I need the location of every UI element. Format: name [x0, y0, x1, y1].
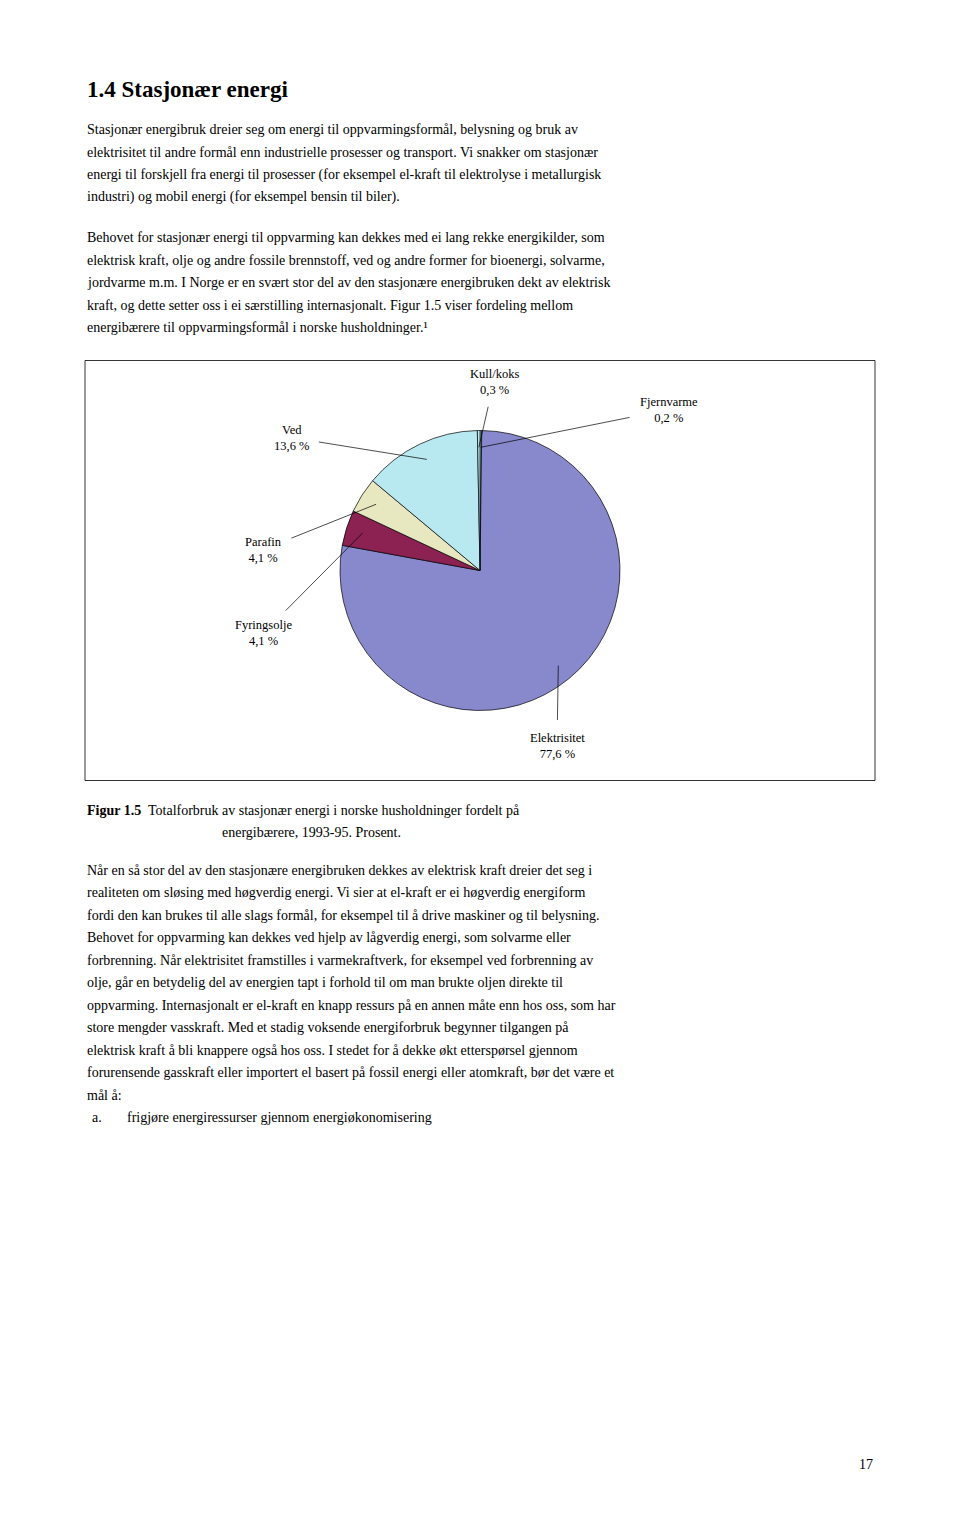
svg-text:energibærere til oppvarmingsfo: energibærere til oppvarmingsformål i nor…: [87, 320, 428, 335]
svg-text:fordi den kan brukes til alle: fordi den kan brukes til alle slags form…: [87, 908, 599, 923]
svg-text:store mengder vasskraft. Med e: store mengder vasskraft. Med et stadig v…: [87, 1020, 569, 1035]
svg-text:Stasjonær energibruk dreier se: Stasjonær energibruk dreier seg om energ…: [87, 122, 578, 137]
svg-text:a.: a.: [92, 1110, 102, 1125]
svg-text:17: 17: [859, 1457, 873, 1472]
svg-text:jordvarme m.m. I Norge er en s: jordvarme m.m. I Norge er en svært stor …: [87, 275, 610, 290]
svg-text:frigjøre energiressurser gjenn: frigjøre energiressurser gjennom energiø…: [127, 1110, 432, 1125]
svg-text:Kull/koks0,3 %: Kull/koks0,3 %: [470, 367, 519, 397]
svg-text:Figur 1.5 Totalforbruk av sta: Figur 1.5 Totalforbruk av stasjonær ener…: [87, 803, 520, 818]
svg-text:Behovet for stasjonær energi t: Behovet for stasjonær energi til oppvarm…: [87, 230, 605, 245]
svg-text:industri) og mobil energi (for: industri) og mobil energi (for eksempel …: [87, 189, 400, 205]
svg-text:Når en så stor del av den stas: Når en så stor del av den stasjonære ene…: [87, 863, 592, 878]
svg-text:Behovet for oppvarming kan dek: Behovet for oppvarming kan dekkes ved hj…: [87, 930, 571, 945]
svg-text:energibærere, 1993-95. Prosent: energibærere, 1993-95. Prosent.: [222, 825, 401, 840]
svg-text:elektrisk kraft, olje og andre: elektrisk kraft, olje og andre fossile b…: [87, 253, 605, 268]
svg-text:elektrisitet til andre formål: elektrisitet til andre formål enn indust…: [87, 145, 598, 160]
svg-text:Parafin4,1 %: Parafin4,1 %: [245, 535, 282, 565]
svg-text:oppvarming. Internasjonalt er: oppvarming. Internasjonalt er el-kraft e…: [87, 998, 616, 1013]
svg-text:Fyringsolje4,1 %: Fyringsolje4,1 %: [235, 618, 292, 648]
svg-text:mål å:: mål å:: [87, 1088, 122, 1103]
svg-text:elektrisk kraft å bli knappere: elektrisk kraft å bli knappere også hos …: [87, 1043, 578, 1058]
svg-text:realiteten om sløsing med høgv: realiteten om sløsing med høgverdig ener…: [87, 885, 585, 900]
svg-text:1.4 Stasjonær energi: 1.4 Stasjonær energi: [87, 77, 288, 102]
svg-text:forurensende gasskraft eller i: forurensende gasskraft eller importert e…: [87, 1065, 614, 1080]
svg-text:kraft, og dette setter oss i e: kraft, og dette setter oss i ei særstill…: [87, 298, 573, 313]
svg-text:energi til forskjell fra energ: energi til forskjell fra energi til pros…: [87, 167, 601, 183]
svg-text:Elektrisitet77,6 %: Elektrisitet77,6 %: [530, 731, 585, 761]
svg-text:Ved13,6 %: Ved13,6 %: [274, 423, 309, 453]
svg-text:olje, går en betydelig del av: olje, går en betydelig del av energien t…: [87, 975, 563, 990]
svg-text:forbrenning. Når elektrisitet: forbrenning. Når elektrisitet framstille…: [87, 953, 593, 968]
svg-text:Fjernvarme0,2 %: Fjernvarme0,2 %: [640, 395, 698, 425]
